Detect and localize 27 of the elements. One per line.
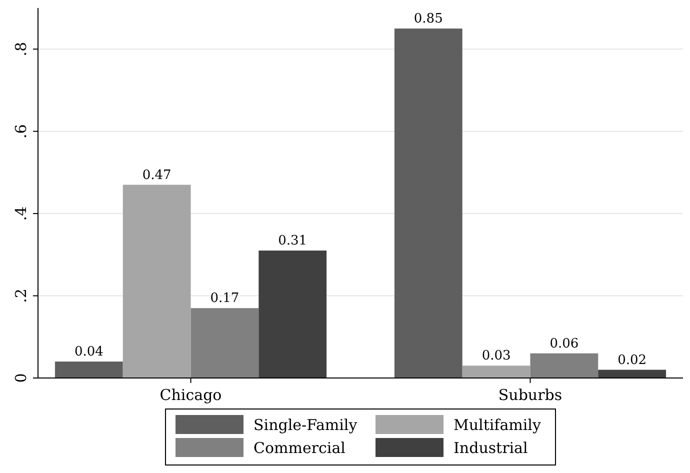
data-label: 0.17 bbox=[210, 291, 240, 306]
data-label: 0.31 bbox=[278, 234, 308, 249]
legend-label: Single-Family bbox=[254, 416, 358, 434]
data-label: 0.03 bbox=[482, 348, 511, 364]
bar bbox=[462, 366, 530, 378]
bar bbox=[190, 308, 259, 378]
data-label: 0.85 bbox=[414, 12, 443, 27]
data-label: 0.04 bbox=[74, 344, 104, 360]
bar bbox=[394, 28, 462, 378]
x-tick-label: Chicago bbox=[160, 386, 222, 404]
y-tick-label: 0 bbox=[12, 373, 30, 383]
bar bbox=[598, 370, 666, 378]
legend-label: Industrial bbox=[454, 439, 528, 457]
data-label: 0.06 bbox=[550, 336, 579, 352]
y-tick-label: .2 bbox=[12, 288, 30, 303]
data-label: 0.47 bbox=[142, 168, 172, 183]
data-label: 0.02 bbox=[618, 352, 647, 368]
legend-label: Multifamily bbox=[454, 416, 542, 434]
x-tick-label: Suburbs bbox=[498, 386, 562, 404]
legend-label: Commercial bbox=[254, 439, 346, 457]
y-tick-label: .8 bbox=[12, 42, 30, 56]
y-tick-label: .6 bbox=[12, 124, 30, 138]
bar bbox=[54, 362, 123, 378]
bar bbox=[530, 353, 598, 378]
y-tick-label: .4 bbox=[12, 206, 30, 221]
bar bbox=[122, 184, 191, 378]
bar bbox=[258, 250, 327, 378]
